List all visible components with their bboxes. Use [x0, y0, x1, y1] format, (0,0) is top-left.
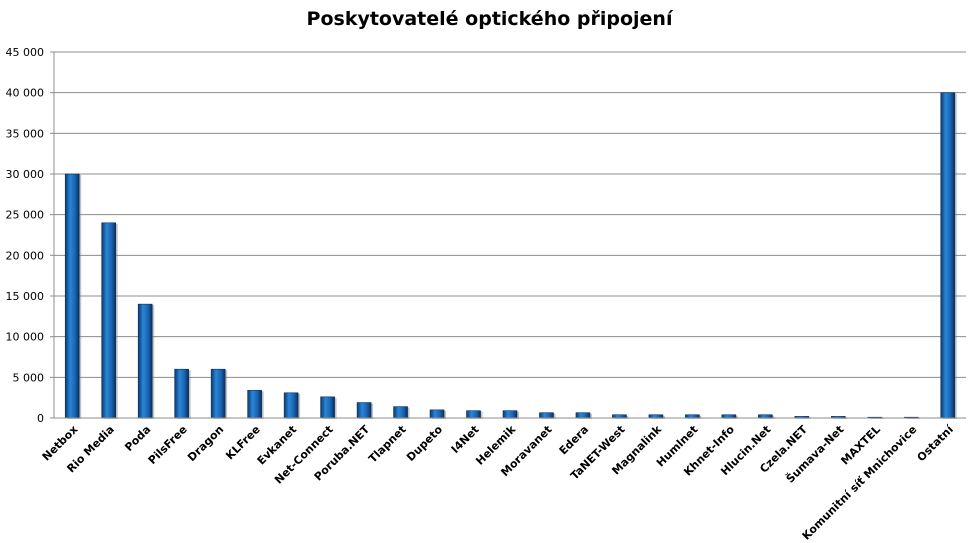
y-tick-label: 25 000: [6, 209, 45, 222]
x-tick-label: Dupeto: [404, 423, 445, 464]
y-tick-label: 40 000: [6, 87, 45, 100]
bar-1: [101, 222, 117, 419]
y-tick-label: 30 000: [6, 168, 45, 181]
bar-6: [283, 392, 299, 419]
y-tick-label: 35 000: [6, 127, 45, 140]
y-tick-label: 15 000: [6, 290, 45, 303]
bar-8: [356, 402, 372, 419]
bars: [64, 92, 957, 420]
bar-0: [64, 173, 80, 419]
bar-14: [575, 412, 591, 419]
bar-5: [247, 390, 262, 419]
x-tick-label: I4Net: [449, 423, 482, 456]
bar-9: [393, 406, 408, 419]
y-tick-label: 10 000: [6, 331, 45, 344]
x-tick-label: Ostatní: [915, 422, 957, 464]
axes: [53, 52, 966, 419]
y-tick-label: 45 000: [6, 46, 45, 59]
bar-4: [210, 368, 226, 419]
bar-shadow: [869, 418, 884, 419]
x-tick-label: Tlapnet: [366, 423, 409, 466]
y-tick-label: 5 000: [13, 371, 45, 384]
bar-11: [466, 410, 481, 419]
x-tick-label: Poda: [122, 423, 153, 454]
bar-3: [174, 368, 189, 419]
bar-12: [502, 410, 518, 419]
bar-7: [320, 396, 335, 419]
bar-13: [539, 412, 554, 419]
bar-2: [137, 303, 153, 419]
bar-10: [429, 409, 445, 419]
y-tick-label: 20 000: [6, 249, 45, 262]
chart-title: Poskytovatelé optického připojení: [306, 8, 673, 30]
y-tick-labels: 0 5 000 10 000 15 000 20 000 25 000 30 000 35 0…: [6, 46, 45, 425]
x-tick-label: PilsFree: [146, 423, 190, 467]
x-tick-label: Edera: [557, 423, 591, 457]
bar-shadow: [906, 418, 921, 419]
x-tick-label: Dragon: [185, 423, 226, 464]
y-tick-label: 0: [37, 412, 44, 425]
gridlines: [50, 51, 966, 419]
bar-24: [940, 92, 956, 419]
